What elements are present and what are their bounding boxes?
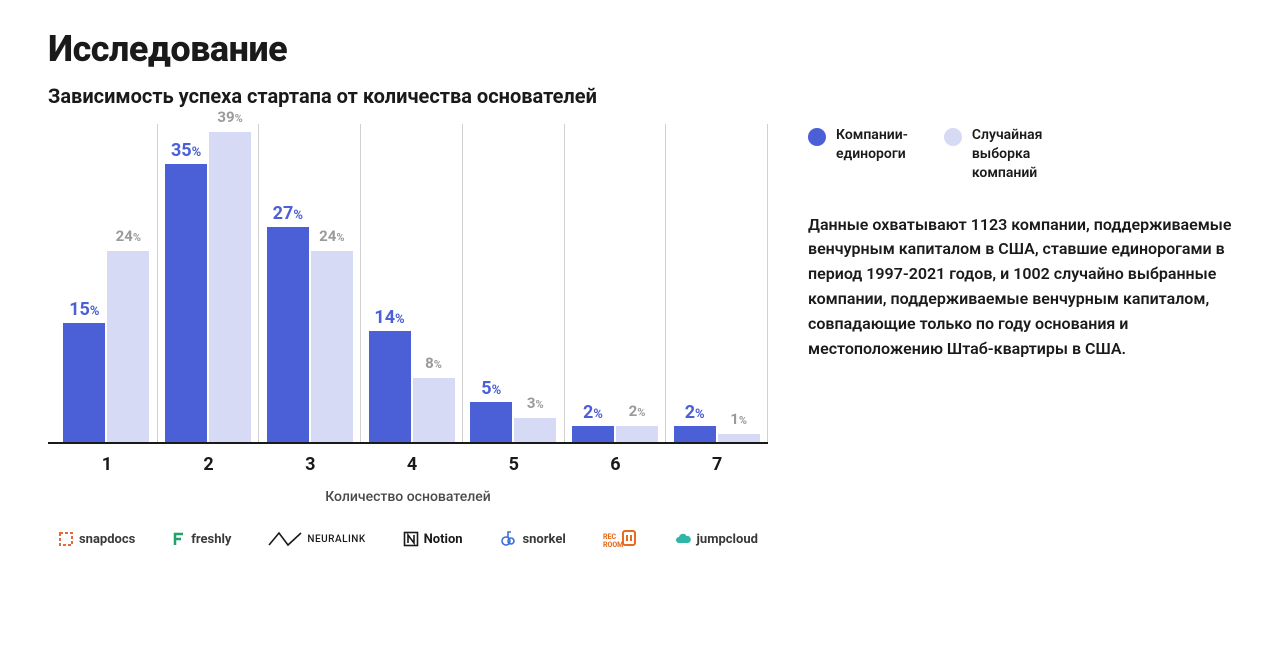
x-label: 2	[158, 454, 260, 475]
legend-label: Случайнаявыборкакомпаний	[972, 126, 1043, 183]
logo-label: NEURALINK	[307, 534, 365, 545]
bar-group: 2%2%	[565, 124, 667, 442]
legend-label: Компании-единороги	[836, 126, 908, 164]
bar-secondary: 1%	[718, 434, 760, 442]
page-title: Исследование	[48, 28, 1232, 70]
bar-value-label: 35%	[165, 140, 207, 161]
bar-group: 2%1%	[666, 124, 768, 442]
x-axis-title: Количество основателей	[48, 489, 768, 505]
bar-secondary: 2%	[616, 426, 658, 442]
snorkel-icon	[499, 530, 517, 548]
bar-primary: 27%	[267, 227, 309, 442]
bar-group: 14%8%	[361, 124, 463, 442]
bar-value-label: 3%	[514, 394, 556, 412]
legend: Компании-единороги Случайнаявыборкакомпан…	[808, 126, 1232, 183]
logo-recroom: RECROOM	[603, 529, 637, 549]
neuralink-icon	[268, 530, 302, 548]
bar-value-label: 2%	[572, 402, 614, 423]
x-label: 7	[666, 454, 768, 475]
logo-label: freshly	[191, 532, 231, 547]
snapdocs-icon	[58, 531, 74, 547]
freshly-icon	[172, 531, 186, 547]
logo-neuralink: NEURALINK	[268, 530, 365, 548]
bar-secondary: 24%	[107, 251, 149, 442]
logo-label: snorkel	[522, 532, 565, 547]
x-axis-labels: 1234567	[48, 454, 768, 475]
recroom-icon: RECROOM	[603, 529, 637, 549]
legend-swatch	[944, 128, 962, 146]
bar-primary: 2%	[674, 426, 716, 442]
bar-value-label: 15%	[63, 299, 105, 320]
bar-value-label: 27%	[267, 203, 309, 224]
chart-column: 15%24%35%39%27%24%14%8%5%3%2%2%2%1% 1234…	[48, 124, 768, 549]
jumpcloud-icon	[674, 532, 692, 546]
logo-notion: Notion	[403, 531, 463, 547]
legend-item-random: Случайнаявыборкакомпаний	[944, 126, 1043, 183]
bar-group: 27%24%	[259, 124, 361, 442]
bar-secondary: 39%	[209, 132, 251, 442]
bar-group: 35%39%	[158, 124, 260, 442]
content-row: 15%24%35%39%27%24%14%8%5%3%2%2%2%1% 1234…	[48, 124, 1232, 549]
bar-chart: 15%24%35%39%27%24%14%8%5%3%2%2%2%1%	[48, 124, 768, 444]
bar-primary: 35%	[165, 164, 207, 442]
bar-group: 5%3%	[463, 124, 565, 442]
logo-label: jumpcloud	[697, 532, 758, 547]
svg-text:ROOM: ROOM	[603, 541, 623, 549]
bar-value-label: 24%	[107, 227, 149, 245]
bar-value-label: 2%	[674, 402, 716, 423]
chart-description: Данные охватывают 1123 компании, поддерж…	[808, 213, 1232, 362]
x-label: 6	[565, 454, 667, 475]
bar-value-label: 8%	[413, 354, 455, 372]
bar-value-label: 24%	[311, 227, 353, 245]
svg-text:REC: REC	[603, 533, 616, 541]
logo-freshly: freshly	[172, 531, 231, 547]
logo-label: snapdocs	[79, 532, 135, 547]
page-subtitle: Зависимость успеха стартапа от количеств…	[48, 84, 1232, 108]
side-column: Компании-единороги Случайнаявыборкакомпан…	[808, 124, 1232, 549]
logo-jumpcloud: jumpcloud	[674, 532, 758, 547]
x-label: 1	[56, 454, 158, 475]
bar-primary: 2%	[572, 426, 614, 442]
logos-row: snapdocs freshly NEURALINK Notion snorkel REC…	[48, 529, 768, 549]
bar-value-label: 39%	[209, 108, 251, 126]
bar-primary: 14%	[369, 331, 411, 442]
bar-secondary: 8%	[413, 378, 455, 442]
bar-value-label: 2%	[616, 402, 658, 420]
logo-snapdocs: snapdocs	[58, 531, 135, 547]
bar-value-label: 14%	[369, 307, 411, 328]
x-label: 5	[463, 454, 565, 475]
bar-value-label: 1%	[718, 410, 760, 428]
legend-item-unicorns: Компании-единороги	[808, 126, 908, 164]
bar-secondary: 3%	[514, 418, 556, 442]
x-label: 3	[259, 454, 361, 475]
notion-icon	[403, 531, 419, 547]
bar-primary: 15%	[63, 323, 105, 442]
x-label: 4	[361, 454, 463, 475]
bar-primary: 5%	[470, 402, 512, 442]
bar-value-label: 5%	[470, 378, 512, 399]
bar-secondary: 24%	[311, 251, 353, 442]
logo-snorkel: snorkel	[499, 530, 565, 548]
bar-group: 15%24%	[56, 124, 158, 442]
legend-swatch	[808, 128, 826, 146]
logo-label: Notion	[424, 532, 463, 547]
